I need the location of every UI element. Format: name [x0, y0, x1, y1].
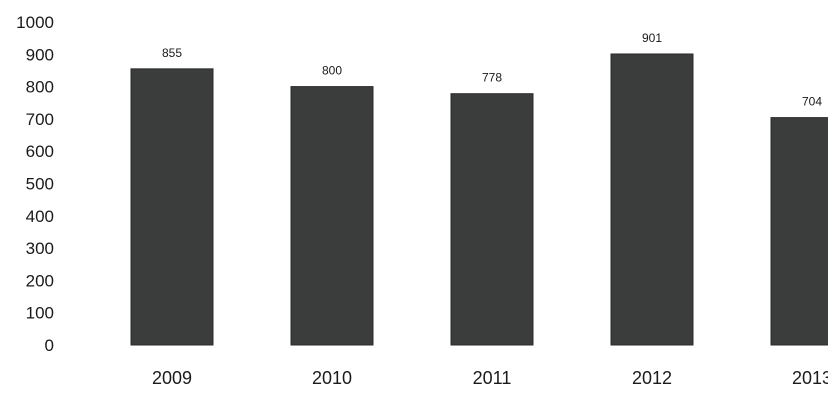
x-tick-label-2012: 2012: [632, 368, 672, 388]
x-tick-label-2009: 2009: [152, 368, 192, 388]
data-label-2010: 800: [322, 64, 342, 78]
x-tick-label-2010: 2010: [312, 368, 352, 388]
y-tick-label: 0: [45, 336, 54, 355]
data-labels-group: 855 800 778 901 704: [162, 31, 822, 109]
bar-2010: [290, 86, 374, 346]
bar-2013: [770, 117, 828, 346]
x-tick-label-2011: 2011: [473, 368, 512, 388]
data-label-2011: 778: [482, 71, 502, 85]
bar-2009: [130, 68, 214, 346]
y-tick-label: 700: [26, 110, 54, 129]
data-label-2013: 704: [802, 95, 822, 109]
y-tick-label: 500: [26, 175, 54, 194]
y-tick-label: 200: [26, 271, 54, 290]
y-tick-label: 300: [26, 239, 54, 258]
y-tick-label: 100: [26, 304, 54, 323]
y-tick-label: 400: [26, 207, 54, 226]
y-axis-labels: 0 100 200 300 400 500 600 700 800 900 1000: [16, 13, 54, 355]
bar-2012: [610, 53, 694, 346]
bar-2011: [450, 93, 534, 346]
y-tick-label: 600: [26, 142, 54, 161]
bars-group: [130, 53, 828, 346]
data-label-2009: 855: [162, 46, 182, 60]
x-axis-labels: 2009 2010 2011 2012 2013: [152, 368, 828, 388]
y-tick-label: 900: [26, 45, 54, 64]
data-label-2012: 901: [642, 31, 662, 45]
x-tick-label-2013: 2013: [792, 368, 828, 388]
y-tick-label: 1000: [16, 13, 54, 32]
y-tick-label: 800: [26, 78, 54, 97]
